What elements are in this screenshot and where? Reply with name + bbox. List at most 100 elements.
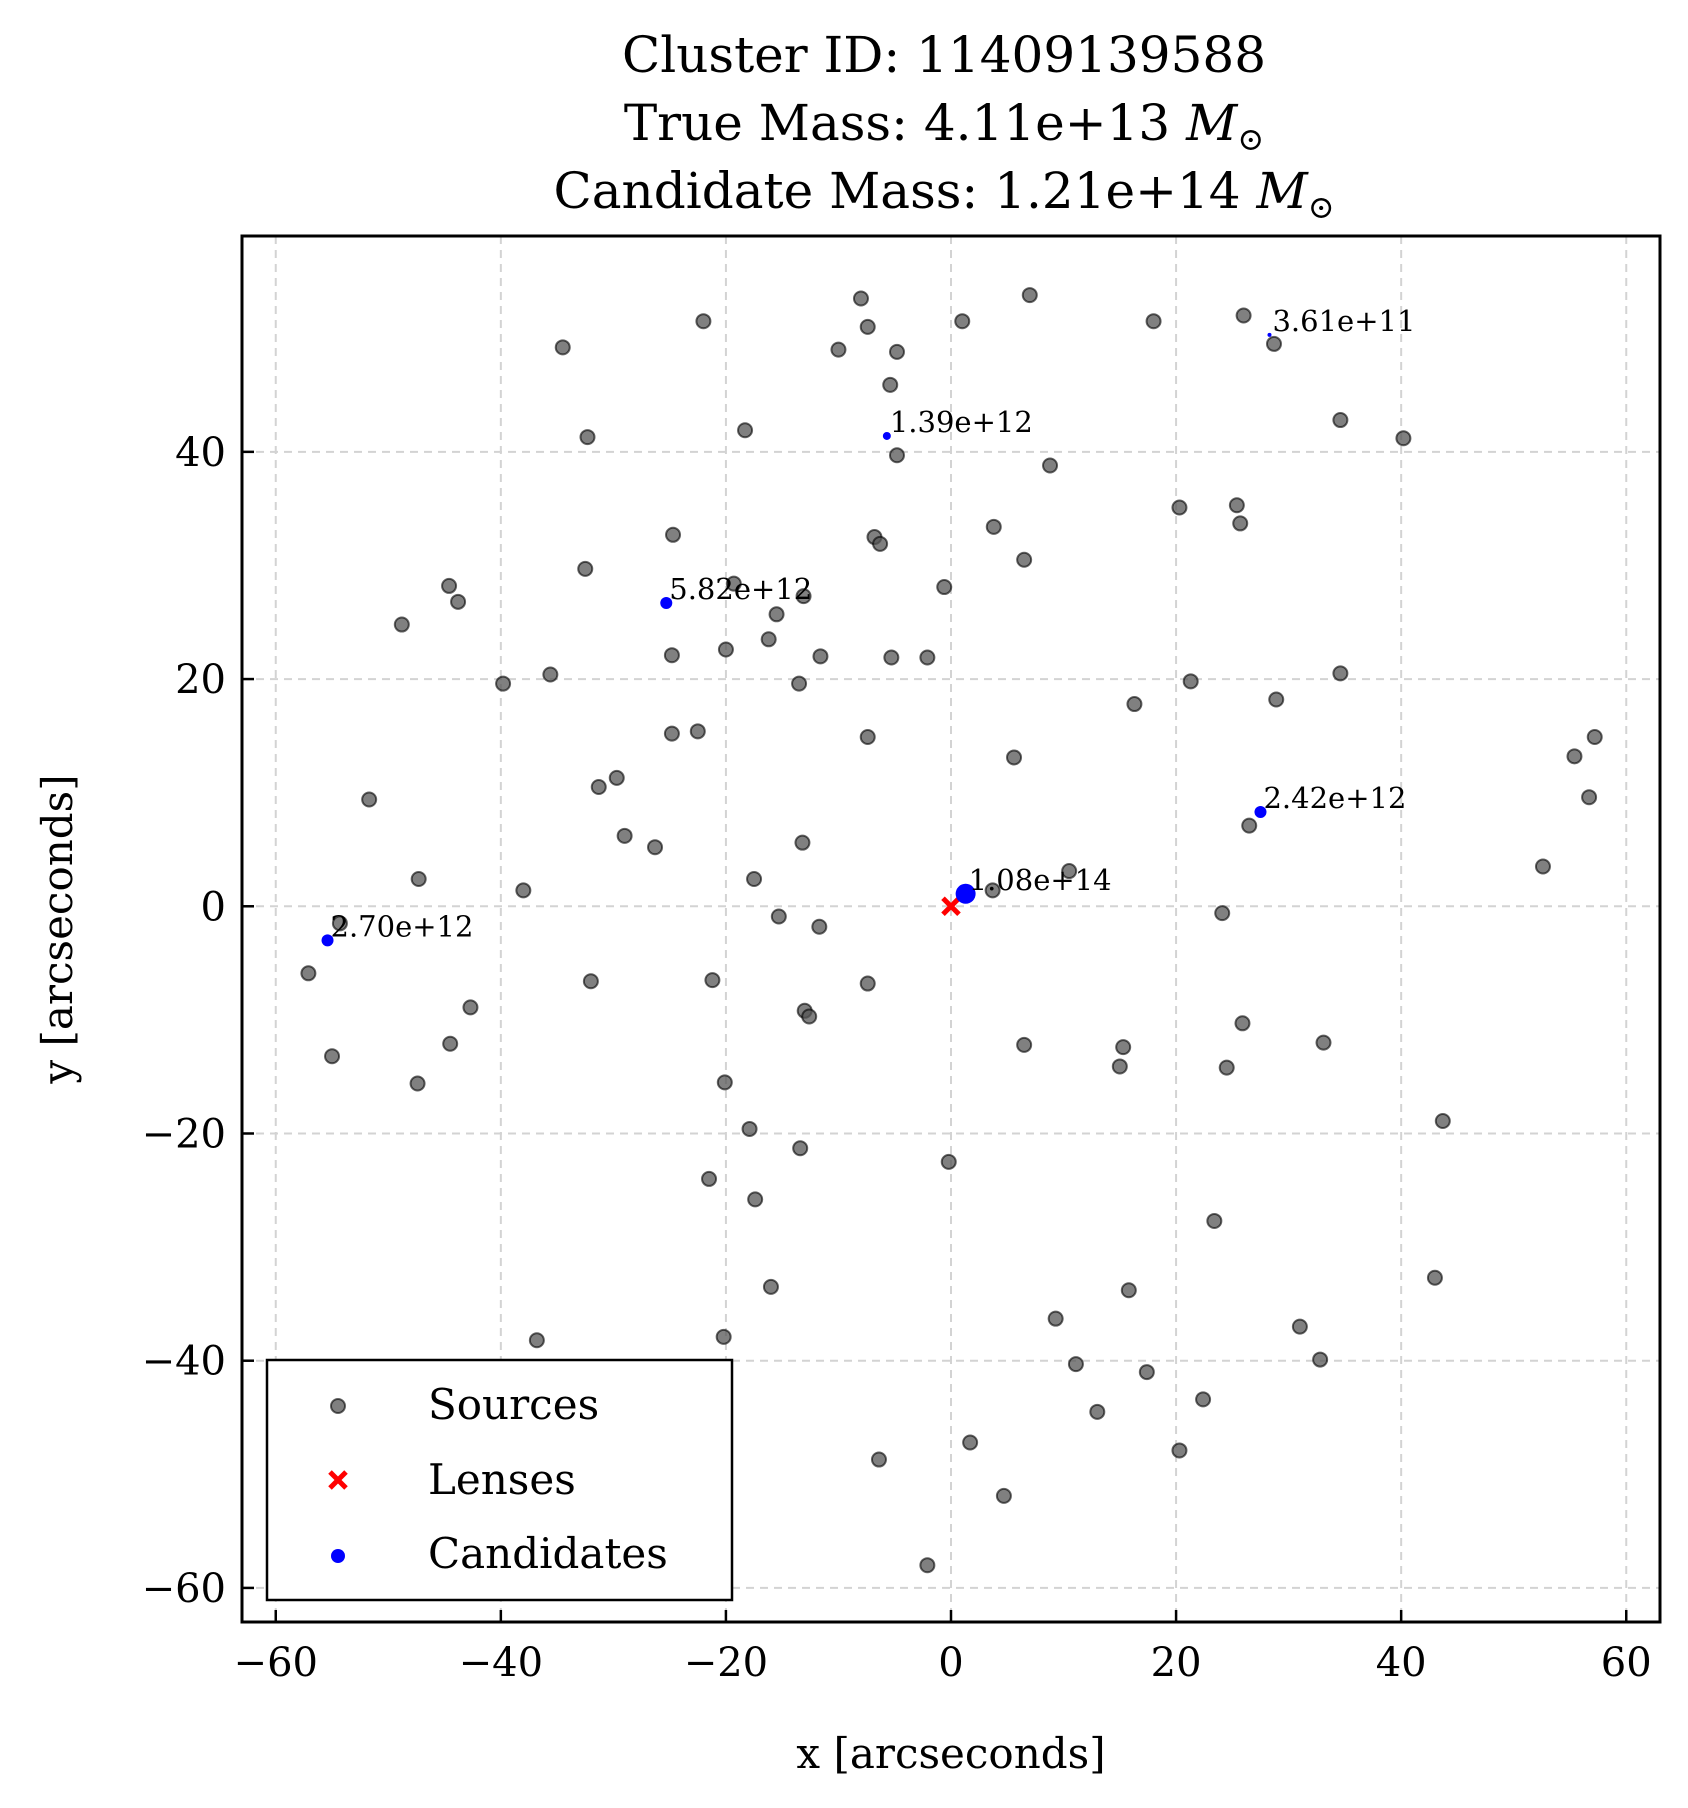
source-point: [962, 1434, 979, 1451]
x-axis-label: x [arcseconds]: [796, 1729, 1105, 1778]
source-point: [1067, 1356, 1084, 1373]
source-point: [1126, 696, 1143, 713]
source-point: [409, 1075, 426, 1092]
source-point: [1332, 665, 1349, 682]
source-point: [760, 631, 777, 648]
source-point: [704, 972, 721, 989]
true-mass-text: True Mass: 4.11e+13: [624, 94, 1186, 152]
x-tick-label: 20: [1151, 1640, 1202, 1686]
source-point: [882, 376, 899, 393]
y-tick-label: −40: [142, 1339, 226, 1385]
source-point: [737, 422, 754, 439]
x-tick-label: 60: [1601, 1640, 1652, 1686]
source-point: [590, 778, 607, 795]
y-tick-label: 40: [175, 430, 226, 476]
axis-ticks: −60 −40 −20 0 20 40 60 −60 −40 −20 0 20 40: [142, 430, 1652, 1686]
source-point: [852, 290, 869, 307]
source-point: [770, 908, 787, 925]
candidate-point: [321, 934, 334, 947]
source-point: [883, 649, 900, 666]
source-point: [1241, 817, 1258, 834]
source-point: [984, 882, 1001, 899]
source-point: [1006, 749, 1023, 766]
source-point: [441, 577, 458, 594]
source-point: [870, 1451, 887, 1468]
source-point: [1265, 335, 1282, 352]
source-point: [747, 1191, 764, 1208]
source-point: [919, 1557, 936, 1574]
source-point: [515, 882, 532, 899]
y-tick-label: −20: [142, 1111, 226, 1157]
source-point: [768, 606, 785, 623]
source-point: [1042, 457, 1059, 474]
source-point: [1206, 1212, 1223, 1229]
source-point: [888, 343, 905, 360]
source-point: [324, 1048, 341, 1065]
source-point: [717, 641, 734, 658]
candidate-mass-text: Candidate Mass: 1.21e+14: [553, 162, 1256, 220]
source-point: [1434, 1112, 1451, 1129]
source-point: [716, 1074, 733, 1091]
source-point: [791, 675, 808, 692]
source-point: [542, 666, 559, 683]
source-point: [795, 588, 812, 605]
source-point: [689, 723, 706, 740]
y-tick-label: −60: [142, 1566, 226, 1612]
source-point: [300, 965, 317, 982]
x-tick-label: −60: [234, 1640, 318, 1686]
source-point: [442, 1035, 459, 1052]
source-point: [1312, 1351, 1329, 1368]
source-point: [495, 675, 512, 692]
candidate-mass-label: 3.61e+11: [1272, 304, 1415, 338]
source-point: [801, 1008, 818, 1025]
legend-label-candidates: Candidates: [428, 1529, 668, 1578]
source-point: [665, 526, 682, 543]
candidate-mass-label: 2.42e+12: [1263, 781, 1406, 815]
source-point: [1315, 1034, 1332, 1051]
candidate-mass-label: 2.70e+12: [331, 909, 474, 943]
source-point: [936, 579, 953, 596]
source-point: [577, 560, 594, 577]
source-point: [746, 871, 763, 888]
source-point: [1061, 863, 1078, 880]
chart-title-line-2: True Mass: 4.11e+13 M⊙: [624, 94, 1264, 158]
legend-label-lenses: Lenses: [428, 1455, 576, 1504]
source-point: [1214, 905, 1231, 922]
source-point: [1111, 1058, 1128, 1075]
source-point: [1232, 515, 1249, 532]
source-point: [919, 649, 936, 666]
candidate-point: [955, 883, 976, 904]
source-point: [1182, 673, 1199, 690]
mass-unit-subscript: ⊙: [1237, 120, 1264, 158]
legend-label-sources: Sources: [428, 1380, 599, 1429]
source-point: [1120, 1282, 1137, 1299]
source-point: [410, 871, 427, 888]
source-point: [1089, 1403, 1106, 1420]
source-point: [1426, 1269, 1443, 1286]
source-point: [554, 339, 571, 356]
source-point: [812, 648, 829, 665]
source-point: [985, 518, 1002, 535]
source-point: [1195, 1391, 1212, 1408]
source-point: [608, 769, 625, 786]
grid-lines: [242, 236, 1660, 1622]
candidate-mass-label: 1.08e+14: [969, 863, 1112, 897]
x-tick-label: 0: [938, 1640, 963, 1686]
source-point: [1586, 729, 1603, 746]
x-tick-label: −20: [684, 1640, 768, 1686]
source-point: [1332, 412, 1349, 429]
source-point: [1115, 1039, 1132, 1056]
candidate-point: [660, 596, 673, 609]
source-point: [995, 1487, 1012, 1504]
source-point: [888, 447, 905, 464]
source-point: [715, 1328, 732, 1345]
source-point: [331, 915, 348, 932]
source-point: [811, 918, 828, 935]
legend-box: [265, 1358, 734, 1602]
source-point: [741, 1120, 758, 1137]
source-point: [940, 1153, 957, 1170]
source-point: [859, 729, 876, 746]
source-point: [695, 313, 712, 330]
y-tick-label: 20: [175, 657, 226, 703]
source-point: [859, 318, 876, 335]
